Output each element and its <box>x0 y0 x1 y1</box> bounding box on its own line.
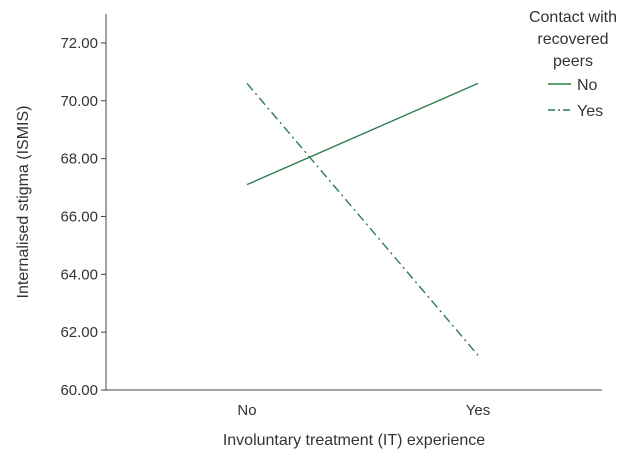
legend: Contact with recovered peers No Yes <box>529 9 617 120</box>
legend-title-line-2: recovered <box>537 31 608 48</box>
legend-title-line-3: peers <box>553 53 593 70</box>
axes <box>105 14 602 391</box>
y-axis-ticks: 60.00 62.00 64.00 66.00 68.00 70.00 72.00 <box>60 35 106 399</box>
legend-title-line-1: Contact with <box>529 9 617 26</box>
legend-label-yes: Yes <box>577 103 603 120</box>
series-line-no <box>246 82 479 186</box>
y-tick-label: 64.00 <box>60 266 98 283</box>
legend-items: No Yes <box>548 77 603 120</box>
x-axis-title: Involuntary treatment (IT) experience <box>223 432 485 449</box>
y-tick-label: 66.00 <box>60 208 98 225</box>
y-tick-label: 60.00 <box>60 382 98 399</box>
series-line-yes <box>246 82 479 356</box>
series-layer <box>246 82 479 356</box>
x-tick-label: Yes <box>466 402 490 419</box>
y-tick-label: 68.00 <box>60 151 98 168</box>
y-axis-title: Internalised stigma (ISMIS) <box>15 106 32 299</box>
y-tick-label: 72.00 <box>60 35 98 52</box>
x-axis-ticks: No Yes <box>237 402 490 419</box>
y-tick-label: 70.00 <box>60 93 98 110</box>
y-tick-label: 62.00 <box>60 324 98 341</box>
legend-label-no: No <box>577 77 598 94</box>
x-tick-label: No <box>237 402 256 419</box>
